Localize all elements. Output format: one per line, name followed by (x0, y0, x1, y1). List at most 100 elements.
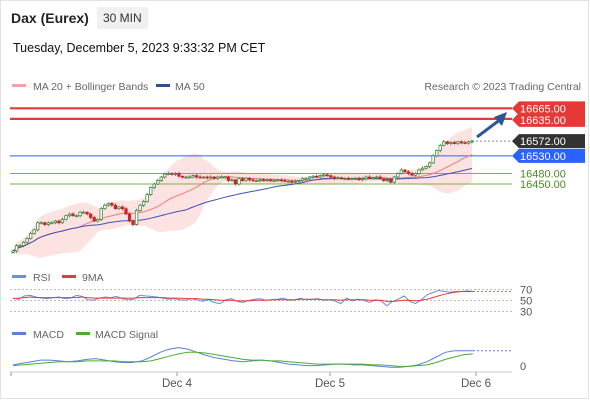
candle-body (57, 220, 61, 224)
macd-signal-line (12, 351, 474, 367)
candle-body (50, 222, 54, 225)
candle-body (371, 177, 375, 180)
candle-body (159, 176, 163, 181)
candle-body (216, 176, 220, 179)
level-tag-label: 16635.00 (520, 115, 566, 127)
bollinger-band-area (13, 126, 472, 258)
price-levels (10, 107, 512, 185)
candle-body (25, 238, 29, 243)
level-tag-label: 16530.00 (520, 151, 566, 163)
candle-body (346, 178, 351, 180)
candle-body (297, 180, 301, 182)
level-tag-label: 16480.00 (520, 168, 566, 180)
candle-body (180, 175, 185, 178)
candle-body (209, 176, 213, 179)
candle-body (272, 180, 276, 182)
candle-body (452, 142, 456, 144)
macd-line (12, 347, 473, 368)
candle-body (427, 162, 432, 167)
forecast-arrow (476, 117, 502, 139)
candle-body (360, 178, 365, 181)
credit-label: Research © 2023 Trading Central (424, 81, 581, 93)
candle-body (124, 208, 128, 215)
candle-body (106, 203, 110, 206)
candle-body (117, 206, 121, 210)
candle-body (177, 173, 181, 177)
ma50-legend-label: MA 50 (175, 81, 205, 93)
level-tag-label: 16450.00 (520, 179, 566, 191)
candle-body (396, 173, 400, 178)
level-tag-bg (512, 101, 585, 116)
timeframe-button[interactable]: 30 MIN (97, 7, 148, 29)
candle-body (307, 176, 312, 180)
macd-signal-legend-label: MACD Signal (95, 329, 158, 341)
candle-body (283, 180, 287, 182)
candle-body (191, 175, 195, 178)
candle-body (403, 169, 407, 173)
candle-body (470, 140, 474, 143)
candle-body (293, 180, 298, 183)
candle-body (311, 175, 315, 178)
candle-body (382, 178, 386, 181)
candle-body (166, 173, 171, 175)
candle-body (198, 176, 202, 179)
candle-body (78, 211, 82, 217)
level-tag-bg (512, 112, 585, 127)
candle-body (463, 142, 467, 144)
candle-body (325, 174, 329, 177)
x-tick-label: Dec 4 (162, 378, 193, 390)
candle-body (32, 229, 36, 234)
candle-body (11, 250, 15, 253)
candle-body (60, 218, 65, 224)
candle-body (258, 179, 262, 182)
level-tag-bg (512, 148, 585, 163)
candle-body (420, 167, 425, 171)
macd-tick-label: 0 (520, 361, 526, 373)
candle-body (53, 220, 58, 224)
candle-body (322, 174, 326, 177)
candle-body (202, 176, 206, 179)
candle-body (449, 142, 453, 144)
candle-body (392, 176, 396, 183)
candle-body (438, 144, 442, 151)
candlesticks (11, 139, 474, 254)
macd-legend-swatch (12, 332, 26, 335)
candle-body (21, 241, 26, 247)
candle-body (410, 173, 414, 176)
ma20-legend-swatch (12, 84, 26, 87)
candle-body (431, 155, 435, 164)
macd-pane: 0 (12, 347, 526, 373)
candle-body (286, 180, 291, 183)
candle-body (219, 176, 223, 179)
candle-body (71, 213, 75, 217)
candle-body (442, 141, 446, 146)
candle-body (173, 173, 178, 175)
candle-body (251, 179, 255, 182)
candle-body (149, 187, 153, 195)
candle-body (39, 222, 43, 225)
candle-body (120, 206, 125, 210)
candle-body (67, 213, 72, 217)
candle-body (14, 245, 19, 252)
bollinger-bands (13, 126, 472, 258)
timestamp: Tuesday, December 5, 2023 9:33:32 PM CET (13, 41, 266, 55)
rsi-ma-legend-label: 9MA (82, 272, 104, 284)
candle-body (145, 194, 149, 203)
rsi-legend-swatch (12, 275, 26, 278)
candle-body (357, 178, 361, 181)
candle-body (141, 201, 146, 206)
x-axis: Dec 4 Dec 5 Dec 6 (10, 371, 512, 390)
ma50-legend-swatch (156, 84, 170, 87)
x-tick-label: Dec 5 (315, 378, 345, 390)
level-tag-last: 16572.00 (512, 134, 585, 149)
candle-body (459, 141, 464, 144)
candle-body (233, 179, 238, 185)
candle-body (64, 215, 68, 220)
candle-body (329, 175, 333, 178)
candle-body (110, 203, 114, 206)
candle-body (336, 177, 340, 180)
candle-body (339, 177, 344, 180)
